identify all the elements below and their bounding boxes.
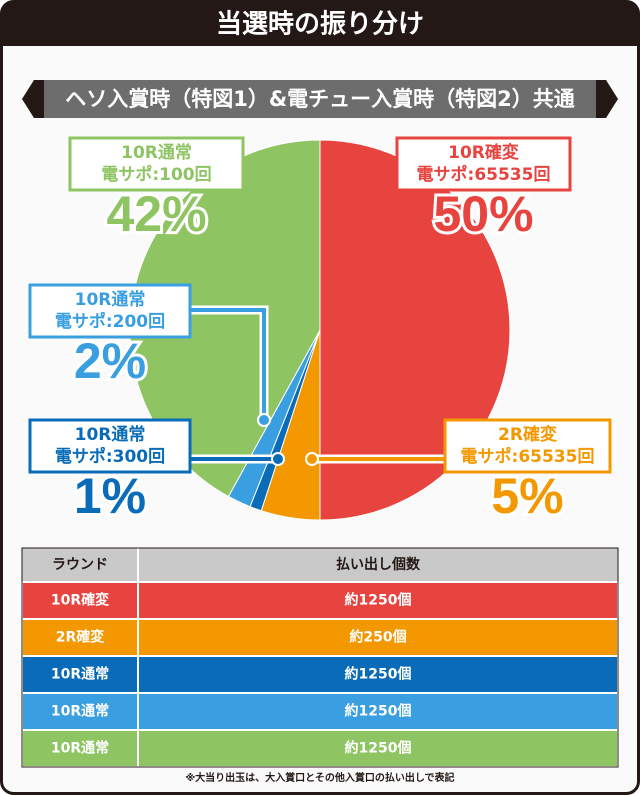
table-cell: 10R確変 bbox=[51, 592, 109, 609]
table-cell: 約1250個 bbox=[345, 592, 412, 609]
value-label: 5% bbox=[491, 468, 563, 524]
value-label: 50% bbox=[433, 186, 533, 242]
label-box bbox=[443, 418, 612, 474]
value-label: 42% bbox=[106, 186, 206, 242]
leader-dot bbox=[271, 452, 285, 466]
label-box bbox=[68, 136, 245, 192]
slice-label: 10R通常 bbox=[75, 424, 146, 445]
header-cell: 払い出し個数 bbox=[336, 556, 421, 573]
slice-label: 10R通常 bbox=[121, 142, 192, 163]
slice-support: 電サポ:300回 bbox=[55, 446, 165, 467]
table-cell: 10R通常 bbox=[51, 740, 109, 757]
leader-line bbox=[190, 308, 266, 420]
table-row bbox=[21, 618, 619, 657]
value-label: 2% bbox=[74, 333, 146, 389]
header-cell: ラウンド bbox=[52, 557, 108, 573]
table-cell: 10R通常 bbox=[51, 703, 109, 720]
table-cell: 10R通常 bbox=[51, 666, 109, 683]
value-label: 1% bbox=[74, 468, 146, 524]
slice-support: 電サポ:100回 bbox=[101, 164, 211, 185]
table-cell: 約1250個 bbox=[345, 703, 412, 720]
table-row bbox=[21, 692, 619, 731]
label-box bbox=[28, 283, 192, 339]
table-border bbox=[21, 547, 619, 768]
table-cell: 約1250個 bbox=[345, 666, 412, 683]
label-box bbox=[28, 418, 192, 474]
table-header bbox=[22, 548, 618, 582]
subtitle-bar bbox=[44, 80, 596, 118]
chart-subtitle: ヘソ入賞時（特図1）&電チュー入賞時（特図2）共通 bbox=[65, 87, 575, 111]
slice-label: 10R確変 bbox=[448, 142, 519, 163]
slice-support: 電サポ:65535回 bbox=[417, 164, 551, 185]
table-row bbox=[21, 729, 619, 768]
footnote: ※大当り出玉は、大入賞口とその他入賞口の払い出しで表記 bbox=[185, 771, 454, 784]
table-row bbox=[21, 581, 619, 620]
table-row bbox=[21, 655, 619, 694]
table-cell: 2R確変 bbox=[56, 629, 105, 646]
title-bar bbox=[1, 1, 639, 46]
slice-support: 電サポ:200回 bbox=[55, 311, 165, 332]
slice-label: 10R通常 bbox=[75, 289, 146, 310]
leader-dot bbox=[257, 413, 271, 427]
table-cell: 約1250個 bbox=[345, 740, 412, 757]
slice-label: 2R確変 bbox=[498, 424, 557, 445]
table-cell: 約250個 bbox=[349, 629, 406, 646]
leader-dot bbox=[305, 452, 319, 466]
labels: 10R確変電サポ:65535回50%2R確変電サポ:65535回5%10R通常電… bbox=[28, 136, 612, 527]
label-box bbox=[395, 136, 572, 192]
slice-support: 電サポ:65535回 bbox=[461, 446, 595, 467]
page-title: 当選時の振り分け bbox=[216, 10, 424, 40]
